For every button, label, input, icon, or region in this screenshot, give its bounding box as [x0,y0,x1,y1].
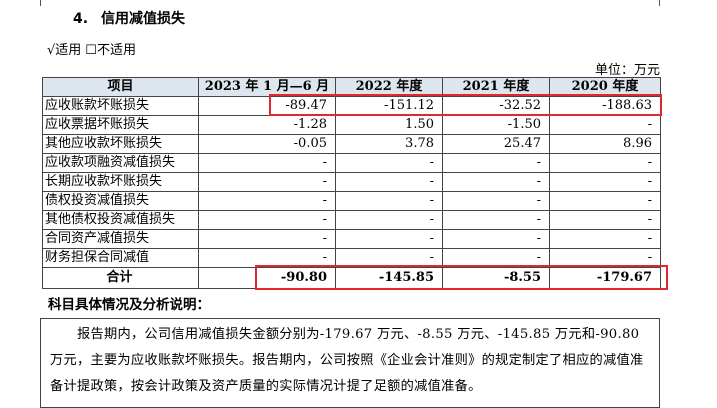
row-label: 应收款项融资减值损失 [42,153,199,173]
table-row: 其他债权投资减值损失 - - - - [42,210,661,230]
cell-value: - [198,153,336,173]
cell-value: 1.50 [335,115,443,135]
cell-value: - [442,153,550,173]
cell-value: - [335,153,443,173]
analysis-text: 报告期内，公司信用减值损失金额分别为-179.67 万元、-8.55 万元、-1… [50,327,644,394]
cell-value: 3.78 [335,134,443,154]
header-2023h1: 2023 年 1 月—6 月 [198,77,336,97]
section-title: 信用减值损失 [101,11,185,27]
table-row: 债权投资减值损失 - - - - [42,191,661,211]
cell-value: -151.12 [335,96,443,116]
table-row: 应收款项融资减值损失 - - - - [42,153,661,173]
cell-value: - [198,191,336,211]
cell-value: -1.50 [442,115,550,135]
cell-value: - [335,172,443,192]
cell-value: - [335,191,443,211]
cell-value: -1.28 [198,115,336,135]
row-label: 合计 [42,267,199,289]
row-label: 其他债权投资减值损失 [42,210,199,230]
cell-value: - [198,172,336,192]
cell-value: - [549,172,661,192]
credit-impairment-table: 项目 2023 年 1 月—6 月 2022 年度 2021 年度 2020 年… [42,77,661,289]
cell-value: - [549,153,661,173]
row-label: 应收账款坏账损失 [42,96,199,116]
total-row: 合计 -90.80 -145.85 -8.55 -179.67 [42,267,661,289]
cell-value: - [549,210,661,230]
row-label: 应收票据坏账损失 [42,115,199,135]
table-row: 长期应收款坏账损失 - - - - [42,172,661,192]
row-label: 长期应收款坏账损失 [42,172,199,192]
table-row: 应收票据坏账损失 -1.28 1.50 -1.50- [42,115,661,135]
row-label: 债权投资减值损失 [42,191,199,211]
cell-value: - [335,210,443,230]
cell-value: - [549,191,661,211]
cell-value: -188.63 [549,96,661,116]
row-label: 其他应收款坏账损失 [42,134,199,154]
header-2022: 2022 年度 [335,77,443,97]
cell-value: -145.85 [335,267,443,289]
highlight-box-receivables-row [269,94,662,116]
cell-value: - [198,229,336,249]
not-applicable-option: ☐不适用 [85,43,136,58]
unit-label: 单位：万元 [594,63,660,78]
cell-value: - [442,172,550,192]
cell-value: - [335,229,443,249]
table-row: 其他应收款坏账损失 -0.05 3.78 25.47 8.96 [42,134,661,154]
table-row: 合同资产减值损失 - - - - [42,229,661,249]
cell-value: - [549,229,661,249]
highlight-box-total-row [255,265,668,290]
row-label: 合同资产减值损失 [42,229,199,249]
cell-value: 25.47 [442,134,550,154]
header-item: 项目 [42,77,199,97]
analysis-title: 科目具体情况及分析说明： [48,297,210,313]
section-heading: 4. 信用减值损失 [73,8,185,28]
cell-value: - [442,191,550,211]
row-label: 财务担保合同减值 [42,248,199,268]
cell-value: 8.96 [549,134,661,154]
cell-value: - [198,210,336,230]
applicable-options: √适用 ☐不适用 [47,39,140,58]
header-2020: 2020 年度 [549,77,661,97]
top-rule [40,0,660,6]
cell-value: - [442,210,550,230]
cell-value: - [442,229,550,249]
table-header-row: 项目 2023 年 1 月—6 月 2022 年度 2021 年度 2020 年… [42,77,661,97]
cell-value: -0.05 [198,134,336,154]
section-number: 4. [73,11,89,27]
table-row: 应收账款坏账损失 -89.47 -151.12 -32.52 -188.63 [42,96,661,116]
cell-value: - [549,115,661,135]
applicable-checked: √适用 [47,43,82,58]
